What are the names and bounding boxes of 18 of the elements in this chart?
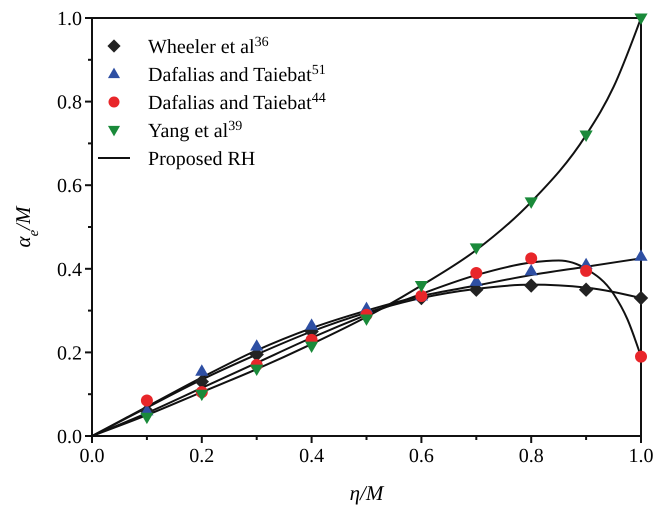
- x-axis-title: η/M: [350, 481, 385, 505]
- y-tick-label: 0.6: [57, 175, 82, 198]
- y-tick-label: 0.2: [57, 342, 82, 364]
- y-tick-label: 0.8: [57, 92, 82, 114]
- y-tick-label: 0.0: [57, 426, 82, 448]
- legend-label: Yang et al$^{39}$: [148, 118, 242, 142]
- x-tick-label: 0.4: [299, 445, 324, 467]
- x-tick-label: 0.6: [408, 445, 434, 467]
- y-tick-label: 1.0: [57, 8, 82, 30]
- x-tick-label: 1.0: [628, 445, 654, 467]
- x-tick-label: 0.8: [518, 445, 544, 467]
- legend-label: Proposed RH: [148, 148, 256, 170]
- x-tick-label: 0.2: [189, 445, 214, 467]
- legend-label: Wheeler et al$^{36}$: [148, 34, 269, 58]
- legend-label: Dafalias and Taiebat$^{44}$: [148, 90, 326, 114]
- x-tick-label: 0.0: [80, 445, 104, 467]
- y-tick-label: 0.4: [57, 258, 82, 281]
- legend-label: Dafalias and Taiebat$^{51}$: [148, 62, 326, 86]
